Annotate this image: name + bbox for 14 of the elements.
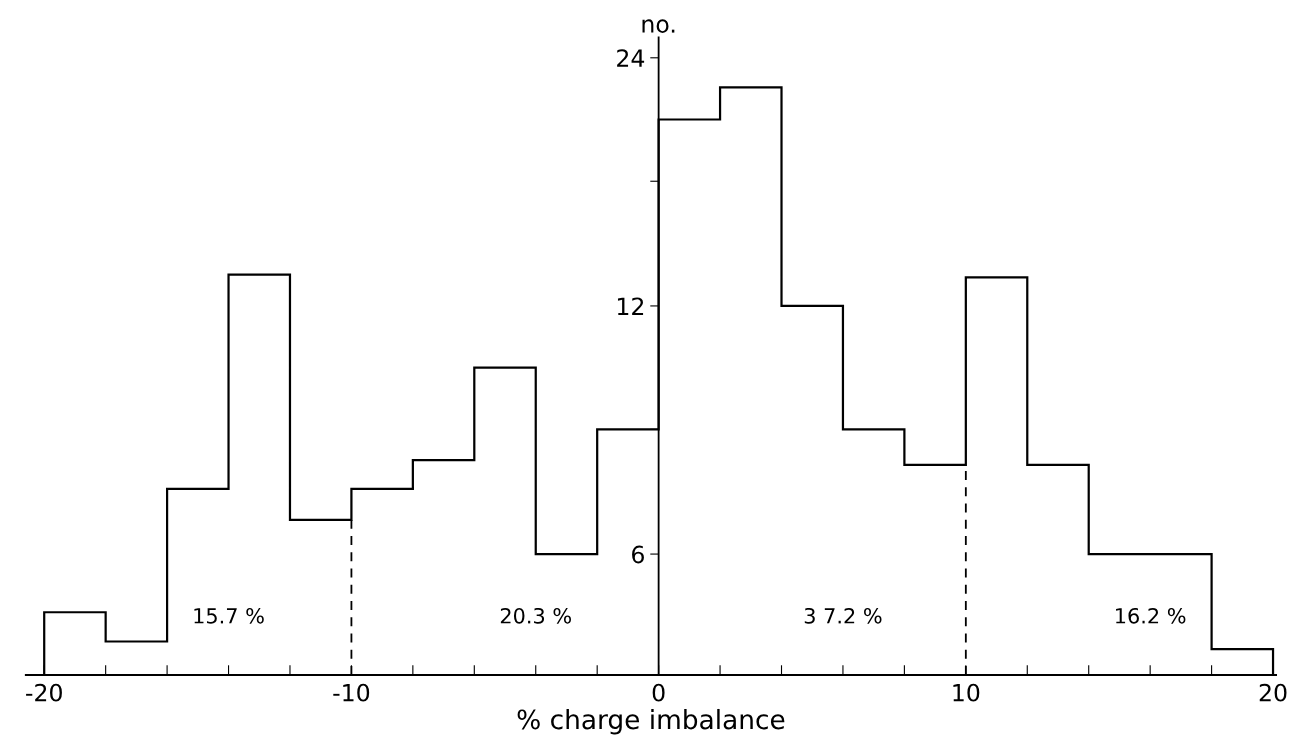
x-tick-label: -10	[333, 683, 370, 702]
annotation: 15.7 %	[194, 607, 264, 624]
x-axis-title: % charge imbalance	[517, 708, 785, 735]
x-tick-label: -20	[26, 683, 62, 702]
y-tick-label: 24	[617, 49, 645, 67]
annotation: 20.3 %	[500, 607, 571, 624]
y-tick-label: 6	[632, 545, 644, 564]
y-axis-title: no.	[642, 19, 675, 33]
x-tick-label: 0	[652, 683, 665, 702]
annotation: 3 7.2 %	[804, 607, 882, 624]
annotation: 16.2 %	[1116, 607, 1186, 624]
x-tick-label: 10	[953, 683, 980, 702]
y-tick-label: 12	[617, 297, 644, 315]
x-tick-label: 20	[1259, 683, 1287, 702]
